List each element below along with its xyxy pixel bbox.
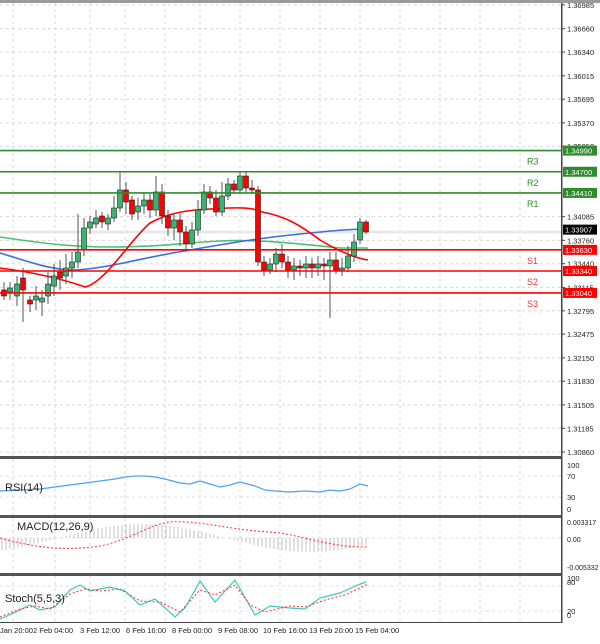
- stoch-tick: 20: [567, 607, 575, 616]
- svg-text:1.31185: 1.31185: [567, 424, 594, 433]
- grid-lines: [0, 3, 561, 622]
- svg-text:S3: S3: [527, 299, 538, 309]
- svg-text:1.34085: 1.34085: [567, 213, 594, 222]
- svg-text:S1: S1: [527, 256, 538, 266]
- svg-text:1.34990: 1.34990: [565, 147, 592, 156]
- stoch-panel[interactable]: [0, 578, 369, 620]
- time-axis[interactable]: Jan 20:00 2 Feb 04:00 3 Feb 12:00 6 Feb 16:…: [0, 626, 399, 635]
- svg-text:1.33440: 1.33440: [567, 260, 594, 269]
- rsi-tick: 70: [567, 472, 575, 481]
- svg-text:R2: R2: [527, 178, 539, 188]
- svg-text:1.32150: 1.32150: [567, 354, 594, 363]
- svg-text:1.33630: 1.33630: [565, 246, 592, 255]
- macd-panel[interactable]: [0, 521, 369, 552]
- svg-text:1.36340: 1.36340: [567, 48, 594, 57]
- stoch-tick: 0: [567, 611, 571, 620]
- stoch-tick: 80: [567, 578, 575, 587]
- svg-text:1.33040: 1.33040: [565, 289, 592, 298]
- rsi-tick: 100: [567, 461, 580, 470]
- stoch-label: Stoch(5,5,3): [5, 593, 65, 605]
- svg-text:1.34700: 1.34700: [565, 168, 592, 177]
- svg-text:1.33907: 1.33907: [565, 226, 592, 235]
- svg-text:1.36985: 1.36985: [567, 1, 594, 10]
- indicator-labels: RSI(14) MACD(12,26,9) Stoch(5,5,3) 100 70 30 0…: [5, 461, 599, 620]
- time-label: 6 Feb 16:00: [126, 626, 166, 635]
- rsi-tick: 0: [567, 505, 571, 514]
- rsi-label: RSI(14): [5, 482, 43, 494]
- svg-text:R3: R3: [527, 157, 539, 167]
- time-label: 2 Feb 04:00: [33, 626, 73, 635]
- rsi-tick: 30: [567, 493, 575, 502]
- svg-text:1.35695: 1.35695: [567, 95, 594, 104]
- svg-text:1.32795: 1.32795: [567, 307, 594, 316]
- svg-text:R1: R1: [527, 199, 539, 209]
- svg-text:1.31830: 1.31830: [567, 377, 594, 386]
- top-border: [0, 0, 600, 3]
- macd-tick: -0.005332: [567, 565, 599, 572]
- separator-rsi-macd[interactable]: [0, 515, 562, 518]
- svg-text:1.33340: 1.33340: [565, 267, 592, 276]
- price-axis[interactable]: 1.36985 1.36660 1.36340 1.36015 1.35695 1.353…: [562, 1, 597, 457]
- svg-text:1.33760: 1.33760: [567, 236, 594, 245]
- svg-text:1.36660: 1.36660: [567, 25, 594, 34]
- svg-text:1.34410: 1.34410: [565, 189, 592, 198]
- macd-tick: 0.003317: [567, 520, 596, 527]
- macd-label: MACD(12,26,9): [17, 521, 93, 533]
- svg-text:1.30860: 1.30860: [567, 448, 594, 457]
- svg-text:S2: S2: [527, 277, 538, 287]
- svg-text:1.36015: 1.36015: [567, 72, 594, 81]
- svg-text:1.35370: 1.35370: [567, 119, 594, 128]
- time-label: 10 Feb 16:00: [263, 626, 307, 635]
- time-label: 8 Feb 00:00: [172, 626, 212, 635]
- right-axis-line: [561, 3, 563, 623]
- bottom-axis-line: [0, 622, 562, 623]
- price-panel[interactable]: R3 R2 R1 S1 S2 S3: [0, 149, 561, 322]
- support-resistance-levels: R3 R2 R1 S1 S2 S3: [0, 149, 561, 309]
- macd-tick: 0.00: [567, 537, 581, 544]
- time-label: 9 Feb 08:00: [218, 626, 258, 635]
- time-label: 3 Feb 12:00: [80, 626, 120, 635]
- time-label: 15 Feb 04:00: [355, 626, 399, 635]
- svg-text:1.31505: 1.31505: [567, 401, 594, 410]
- rsi-panel[interactable]: [0, 475, 369, 493]
- separator-macd-stoch[interactable]: [0, 573, 562, 576]
- separator-price-rsi[interactable]: [0, 456, 562, 459]
- candlesticks: [1, 172, 369, 322]
- stoch-tick: 100: [567, 574, 580, 583]
- time-label: 13 Feb 20:00: [309, 626, 353, 635]
- time-label: Jan 20:00: [0, 626, 33, 635]
- svg-text:1.32475: 1.32475: [567, 330, 594, 339]
